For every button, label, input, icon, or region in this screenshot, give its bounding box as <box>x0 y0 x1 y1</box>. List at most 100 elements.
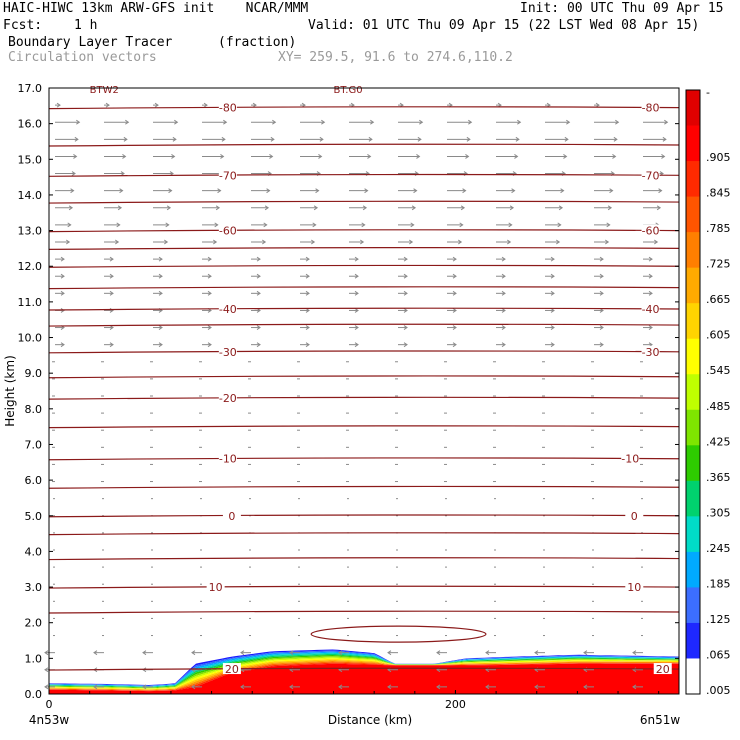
vector-arrowhead <box>485 684 490 690</box>
contour-label: 20 <box>225 663 239 676</box>
valid-time: Valid: 01 UTC Thu 09 Apr 15 (22 LST Wed … <box>308 18 700 33</box>
vector-arrowhead <box>403 273 408 279</box>
plot-area <box>49 88 679 694</box>
vector-arrowhead <box>264 205 270 211</box>
vector-arrowhead <box>223 119 228 125</box>
vector-arrowhead <box>648 290 653 296</box>
contour-label: 10 <box>209 581 223 594</box>
vector-arrowhead <box>60 256 65 262</box>
vector-arrowhead <box>387 684 392 690</box>
vector-arrowhead <box>362 205 368 211</box>
vector-arrowhead <box>419 119 424 125</box>
vector-arrowhead <box>410 222 415 228</box>
vector-arrowhead <box>207 256 212 262</box>
colorbar-label: .125 <box>706 613 731 626</box>
colorbar-label: .485 <box>706 400 731 413</box>
vector-arrowhead <box>607 205 613 211</box>
temperature-contour <box>48 425 680 429</box>
colorbar-label: .065 <box>706 648 731 661</box>
vector-arrowhead <box>207 325 212 330</box>
vector-arrowhead <box>215 205 221 211</box>
colorbar-cell <box>686 267 700 304</box>
contour-label: 10 <box>627 581 641 594</box>
field-units: (fraction) <box>218 35 297 50</box>
vector-arrowhead <box>338 684 343 690</box>
vector-arrowhead <box>68 205 74 211</box>
contour-label-bg <box>621 452 640 464</box>
colorbar-label: .185 <box>706 577 731 590</box>
vector-arrowhead <box>217 188 222 194</box>
vector-arrowhead <box>364 188 369 194</box>
x-tick-label: 0 <box>46 698 53 711</box>
vector-arrowhead <box>550 290 555 296</box>
y-tick-label: 7.0 <box>25 438 43 451</box>
vector-arrowhead <box>60 290 65 296</box>
temperature-contour <box>48 323 680 327</box>
vector-arrowhead <box>117 205 123 211</box>
plot-frame <box>48 87 680 695</box>
colorbar-label: .425 <box>706 435 731 448</box>
vector-arrowhead <box>221 136 226 142</box>
vector-arrowhead <box>220 154 225 159</box>
temperature-contour <box>48 532 680 536</box>
vector-arrowhead <box>511 188 516 194</box>
vector-arrowhead <box>514 154 519 159</box>
vector-arrowhead <box>261 239 267 245</box>
vector-arrowhead <box>354 290 359 296</box>
contour-label: -80 <box>219 102 237 115</box>
vector-arrowhead <box>411 205 417 211</box>
y-tick-label: 15.0 <box>18 153 43 166</box>
temperature-contour <box>48 264 680 268</box>
vector-arrowhead <box>70 188 75 194</box>
vector-arrowhead <box>44 667 49 673</box>
vector-arrowhead <box>266 188 271 194</box>
vector-arrowhead <box>550 325 555 330</box>
vector-arrowhead <box>403 325 408 330</box>
vector-arrowhead <box>452 308 457 313</box>
contour-label-bg <box>222 663 241 675</box>
vector-arrowhead <box>534 684 539 690</box>
vector-arrowhead <box>417 136 422 142</box>
tracer-core <box>49 663 679 694</box>
colorbar-frame <box>685 89 701 695</box>
vector-arrowhead <box>550 256 555 262</box>
vector-arrowhead <box>158 325 163 330</box>
temperature-contour <box>48 610 680 614</box>
vector-arrowhead <box>289 684 294 690</box>
contour-label-bg <box>218 224 237 236</box>
vector-arrowhead <box>661 154 666 159</box>
vector-arrowhead <box>240 684 245 690</box>
colorbar-label: .905 <box>706 151 731 164</box>
vector-arrowhead <box>566 119 571 125</box>
colorbar-cell <box>686 161 700 198</box>
temperature-contour <box>48 200 680 204</box>
temperature-contour <box>48 485 680 489</box>
vector-arrowhead <box>158 256 163 262</box>
vector-arrowhead <box>73 154 78 159</box>
y-tick-label: 10.0 <box>18 332 43 345</box>
vector-arrowhead <box>119 188 124 194</box>
vector-arrowhead <box>312 222 317 228</box>
temperature-contour <box>48 667 680 671</box>
colorbar-label: .365 <box>706 471 731 484</box>
y-tick-label: 13.0 <box>18 225 43 238</box>
vector-arrowhead <box>93 684 98 690</box>
temperature-contour <box>48 557 680 561</box>
contour-label-bg <box>641 169 660 181</box>
model-title: HAIC-HIWC 13km ARW-GFS init NCAR/MMM <box>3 1 309 16</box>
vector-arrowhead <box>310 239 316 245</box>
vector-arrowhead <box>272 119 277 125</box>
vector-arrowhead <box>109 256 114 262</box>
contour-label-bg <box>222 509 241 521</box>
vector-arrowhead <box>123 136 128 142</box>
y-tick-label: 8.0 <box>25 403 43 416</box>
vector-arrowhead <box>168 188 173 194</box>
vector-arrowhead <box>468 119 473 125</box>
vector-arrowhead <box>599 290 604 296</box>
vector-arrowhead <box>305 256 310 262</box>
vector-arrowhead <box>403 256 408 262</box>
vector-arrowhead <box>606 222 611 228</box>
colorbar-cell <box>686 658 700 695</box>
xy-label: XY= 259.5, 91.6 to 274.6,110.2 <box>278 50 513 65</box>
